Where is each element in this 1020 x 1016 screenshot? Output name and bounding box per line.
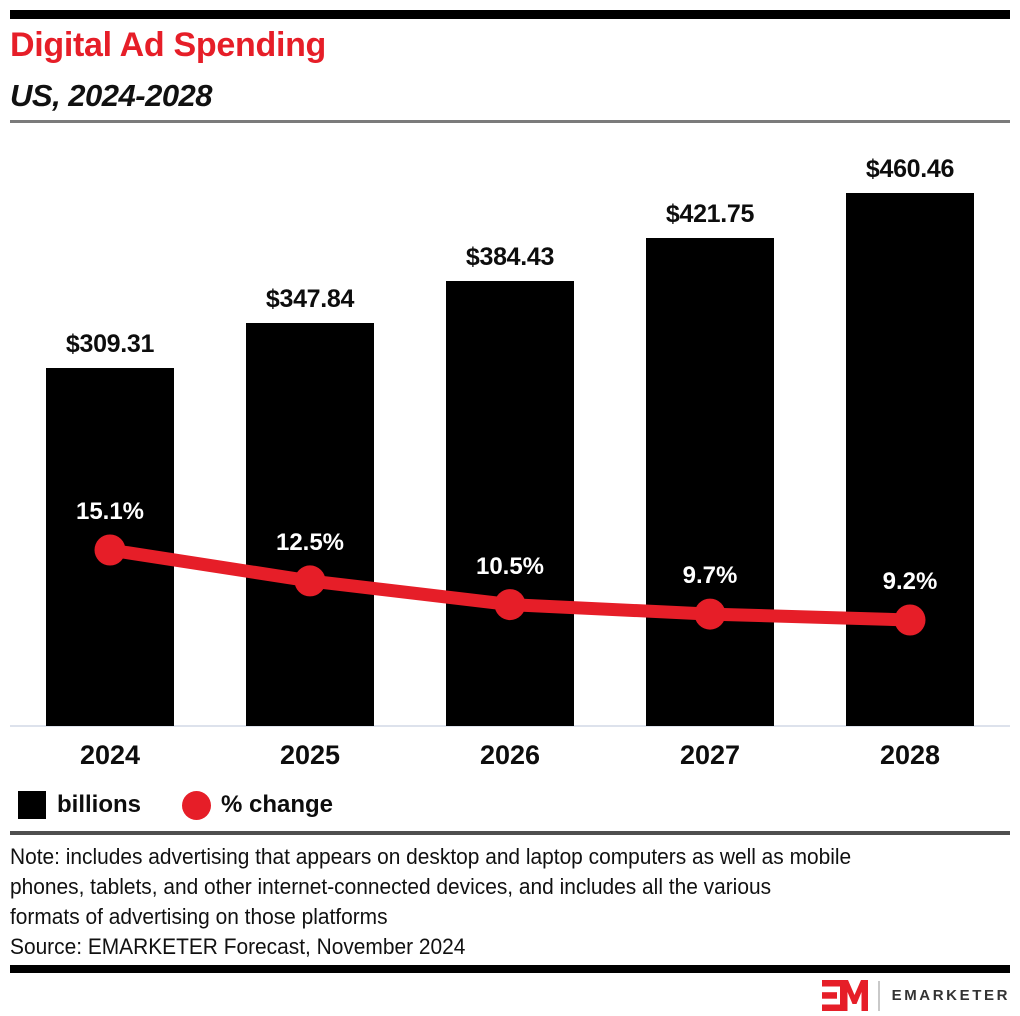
top-divider-bar [10,10,1010,19]
footnote-line: phones, tablets, and other internet-conn… [10,874,772,899]
emarketer-monogram-icon [821,980,868,1011]
pct-change-label-2028: 9.2% [882,568,938,595]
footnote-line: formats of advertising on those platform… [10,904,388,929]
footnote: Note: includes advertising that appears … [10,842,851,962]
bar-value-label-2028: $460.46 [865,155,955,183]
legend-swatch-billions [18,791,46,819]
x-axis-label-2027: 2027 [679,740,741,770]
chart-legend: billions % change [18,789,333,821]
bar-2026 [446,281,574,726]
chart-baseline [10,725,1010,727]
logo-wordmark: EMARKETER [891,987,1010,1004]
emarketer-logo: EMARKETER [821,979,1010,1012]
bar-value-label-2025: $347.84 [265,285,355,313]
pct-change-label-2027: 9.7% [682,562,738,589]
footnote-line: Note: includes advertising that appears … [10,844,852,869]
legend-label-pct-change: % change [221,791,334,818]
page-subtitle: US, 2024-2028 [10,78,213,113]
x-axis-label-2024: 2024 [79,740,141,770]
bar-2025 [246,323,374,726]
bar-2028 [846,193,974,726]
header-divider [10,120,1010,123]
pct-change-label-2025: 12.5% [275,529,345,556]
pct-change-label-2024: 15.1% [75,498,145,525]
note-divider [10,831,1010,835]
bar-2024 [46,368,174,726]
legend-swatch-pct-change [182,790,211,820]
bar-2027 [646,238,774,726]
page-title: Digital Ad Spending [10,26,327,64]
logo-divider [877,980,880,1011]
x-axis-label-2025: 2025 [279,740,341,770]
bar-value-label-2024: $309.31 [65,330,155,358]
source-line: Source: EMARKETER Forecast, November 202… [10,934,466,959]
x-axis-label-2026: 2026 [479,740,541,770]
bottom-divider-bar [10,965,1010,973]
x-axis-label-2028: 2028 [879,740,941,770]
bar-value-label-2026: $384.43 [465,243,555,271]
pct-change-label-2026: 10.5% [475,553,545,580]
bar-value-label-2027: $421.75 [665,200,755,228]
legend-label-billions: billions [57,791,141,818]
